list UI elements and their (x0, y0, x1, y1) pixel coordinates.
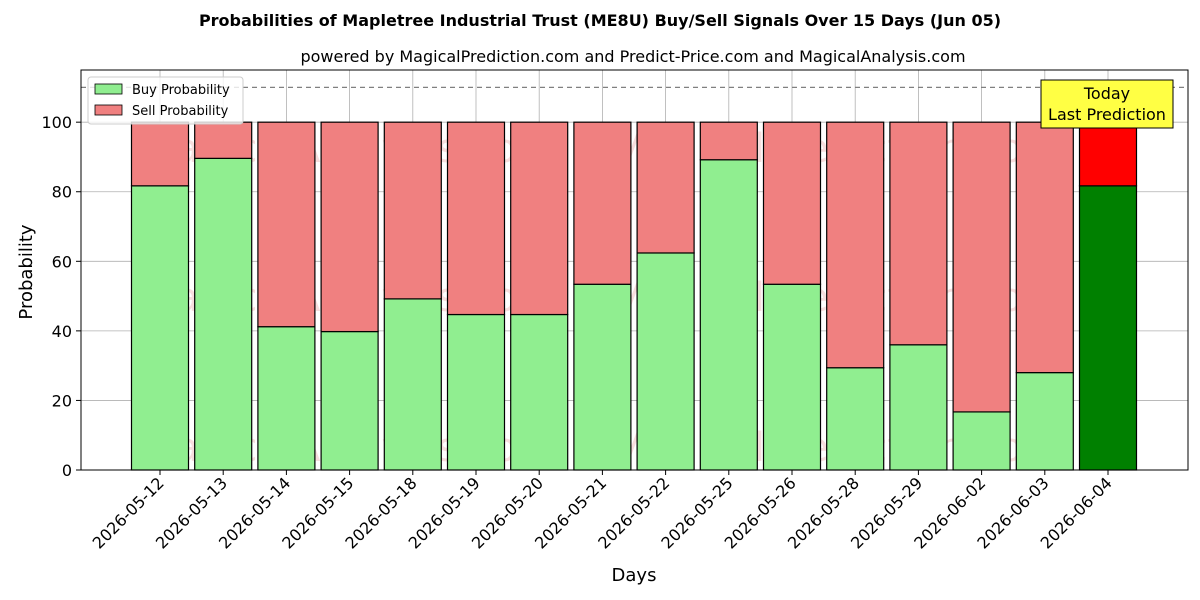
bar-sell (446, 121, 506, 316)
y-tick-label: 0 (62, 461, 72, 480)
y-axis-label: Probability (16, 224, 37, 319)
bar-buy (826, 367, 885, 471)
legend-label-sell: Sell Probability (132, 104, 229, 119)
legend-swatch-sell (94, 104, 123, 116)
bar-buy (320, 330, 379, 471)
annotation-line-1: Today (1083, 84, 1130, 103)
bar-sell (762, 121, 822, 285)
bar-sell (510, 121, 569, 316)
legend-box (87, 76, 244, 125)
bar-sell (130, 121, 190, 187)
y-tick-label: 60 (52, 252, 72, 271)
y-tick-label: 20 (52, 391, 72, 410)
x-axis: 2026-05-122026-05-132026-05-142026-05-15… (89, 470, 1116, 553)
plot-frame (80, 69, 1189, 471)
bar-buy (510, 313, 569, 471)
bar-sell (952, 121, 1011, 413)
legend-label-buy: Buy Probability (132, 83, 230, 98)
bar-buy (573, 283, 632, 471)
bar-sell (636, 121, 695, 254)
bar-sell (1078, 121, 1138, 187)
bar-sell (1015, 121, 1074, 374)
bar-sell (889, 121, 948, 346)
y-tick-label: 80 (52, 183, 72, 202)
x-axis-label: Days (612, 565, 657, 586)
y-tick-label: 100 (41, 113, 72, 132)
y-tick-label: 40 (52, 322, 72, 341)
bar-buy (194, 157, 253, 471)
chart-title: Probabilities of Mapletree Industrial Tr… (199, 11, 1001, 30)
bar-buy (699, 159, 758, 471)
bar-buy (762, 283, 822, 471)
bar-sell (699, 121, 758, 161)
bars (130, 121, 1138, 471)
bar-buy (952, 411, 1011, 471)
today-annotation: Today Last Prediction (1040, 79, 1174, 129)
bar-buy (130, 185, 190, 471)
chart-subtitle: powered by MagicalPrediction.com and Pre… (300, 47, 965, 66)
legend: Buy Probability Sell Probability (87, 76, 244, 125)
bar-sell (194, 121, 253, 159)
bar-buy (1078, 185, 1138, 471)
bar-buy (383, 298, 442, 471)
bar-sell (826, 121, 885, 369)
bar-sell (383, 121, 442, 300)
bar-buy (257, 326, 316, 471)
bar-sell (257, 121, 316, 328)
annotation-line-2: Last Prediction (1048, 105, 1166, 124)
bar-buy (636, 252, 695, 471)
bar-sell (320, 121, 379, 333)
bar-buy (1015, 372, 1074, 471)
annotation-box (1040, 79, 1174, 129)
bar-sell (573, 121, 632, 285)
legend-swatch-buy (94, 83, 123, 95)
bar-buy (446, 313, 506, 471)
y-axis: 0 20 40 60 80 100 (41, 113, 81, 480)
bar-buy (889, 344, 948, 471)
